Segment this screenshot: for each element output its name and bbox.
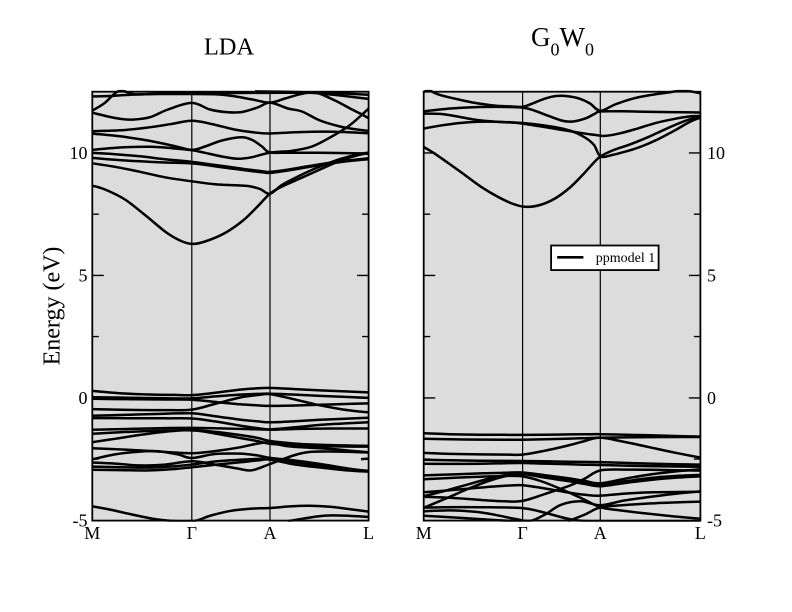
svg-text:L: L: [695, 523, 706, 543]
svg-text:A: A: [264, 523, 277, 543]
svg-text:G0W0: G0W0: [531, 22, 594, 60]
svg-text:10: 10: [707, 143, 725, 163]
svg-text:0: 0: [79, 388, 88, 408]
svg-text:-5: -5: [707, 511, 722, 531]
svg-text:L: L: [363, 523, 374, 543]
svg-text:-5: -5: [73, 511, 88, 531]
svg-text:M: M: [84, 523, 100, 543]
svg-text:A: A: [594, 523, 607, 543]
svg-text:10: 10: [70, 143, 88, 163]
svg-text:M: M: [416, 523, 432, 543]
svg-text:5: 5: [707, 265, 716, 285]
svg-text:Γ: Γ: [517, 523, 527, 543]
svg-text:Energy (eV): Energy (eV): [40, 247, 66, 366]
svg-text:5: 5: [79, 265, 88, 285]
svg-text:ppmodel 1: ppmodel 1: [596, 251, 656, 266]
svg-text:Γ: Γ: [187, 523, 197, 543]
svg-text:0: 0: [707, 388, 716, 408]
svg-text:LDA: LDA: [204, 34, 255, 61]
